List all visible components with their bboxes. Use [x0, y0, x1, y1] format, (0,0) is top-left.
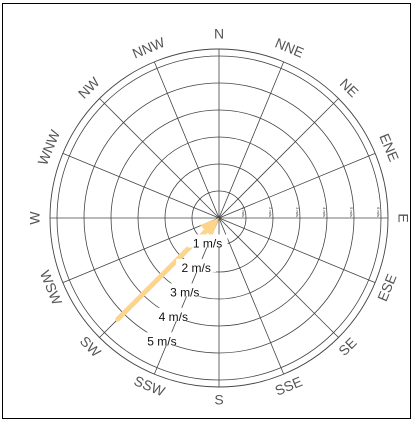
- direction-label-n: N: [214, 26, 224, 42]
- wind-rose-frame: 1 m/s 2 m/s 3 m/s 4 m/s 5 m/s 6 m/s N NNE NE ENE…: [2, 3, 411, 419]
- speed-label-bg: [153, 307, 194, 321]
- spoke-wnw: [62, 152, 220, 219]
- direction-label-nnw: NNW: [130, 34, 168, 62]
- speed-label-bg: [176, 258, 217, 272]
- spoke-nne: [218, 61, 285, 219]
- ring-scale-label: 5 m/s: [349, 207, 354, 217]
- spoke-se: [218, 217, 339, 338]
- spoke-ese: [218, 217, 376, 284]
- ring-scale-label: 4 m/s: [322, 207, 327, 217]
- direction-label-nw: NW: [75, 73, 103, 101]
- spoke-ne: [218, 98, 339, 219]
- direction-label-e: E: [395, 213, 410, 222]
- direction-label-ene: ENE: [376, 131, 402, 164]
- spoke-sse: [218, 217, 285, 375]
- speed-label-bg: [187, 234, 228, 248]
- speed-label-bg: [141, 332, 182, 346]
- spoke-nw: [99, 98, 220, 219]
- ring-scale-label: 6 m/s: [376, 207, 381, 217]
- direction-label-wsw: WSW: [37, 268, 66, 308]
- wind-vector-arrowhead: [200, 218, 219, 237]
- direction-label-w: W: [27, 211, 43, 225]
- direction-label-se: SE: [335, 334, 360, 359]
- wind-rose-diagram: 1 m/s 2 m/s 3 m/s 4 m/s 5 m/s 6 m/s N NNE NE ENE…: [27, 26, 410, 408]
- spoke-nnw: [153, 61, 220, 219]
- speed-label-bg: [164, 283, 205, 297]
- direction-label-s: S: [214, 392, 223, 408]
- direction-label-nne: NNE: [273, 35, 306, 61]
- spoke-ene: [218, 152, 376, 219]
- spoke-wsw: [62, 217, 220, 284]
- speed-label: 1 m/s: [193, 237, 222, 251]
- speed-label: 5 m/s: [147, 335, 176, 349]
- speed-label: 2 m/s: [182, 261, 211, 275]
- ring-scale-label: 1 m/s: [241, 207, 246, 217]
- speed-label: 3 m/s: [170, 286, 199, 300]
- ring-scale-labels: 1 m/s 2 m/s 3 m/s 4 m/s 5 m/s 6 m/s: [241, 207, 381, 217]
- ring-scale-label: 3 m/s: [295, 207, 300, 217]
- speed-label: 4 m/s: [159, 310, 188, 324]
- direction-label-ssw: SSW: [132, 372, 168, 399]
- direction-label-ne: NE: [337, 75, 362, 100]
- direction-label-wnw: WNW: [34, 127, 63, 168]
- speed-labels: 1 m/s 2 m/s 3 m/s 4 m/s 5 m/s: [141, 234, 228, 349]
- ring-scale-label: 2 m/s: [268, 207, 273, 217]
